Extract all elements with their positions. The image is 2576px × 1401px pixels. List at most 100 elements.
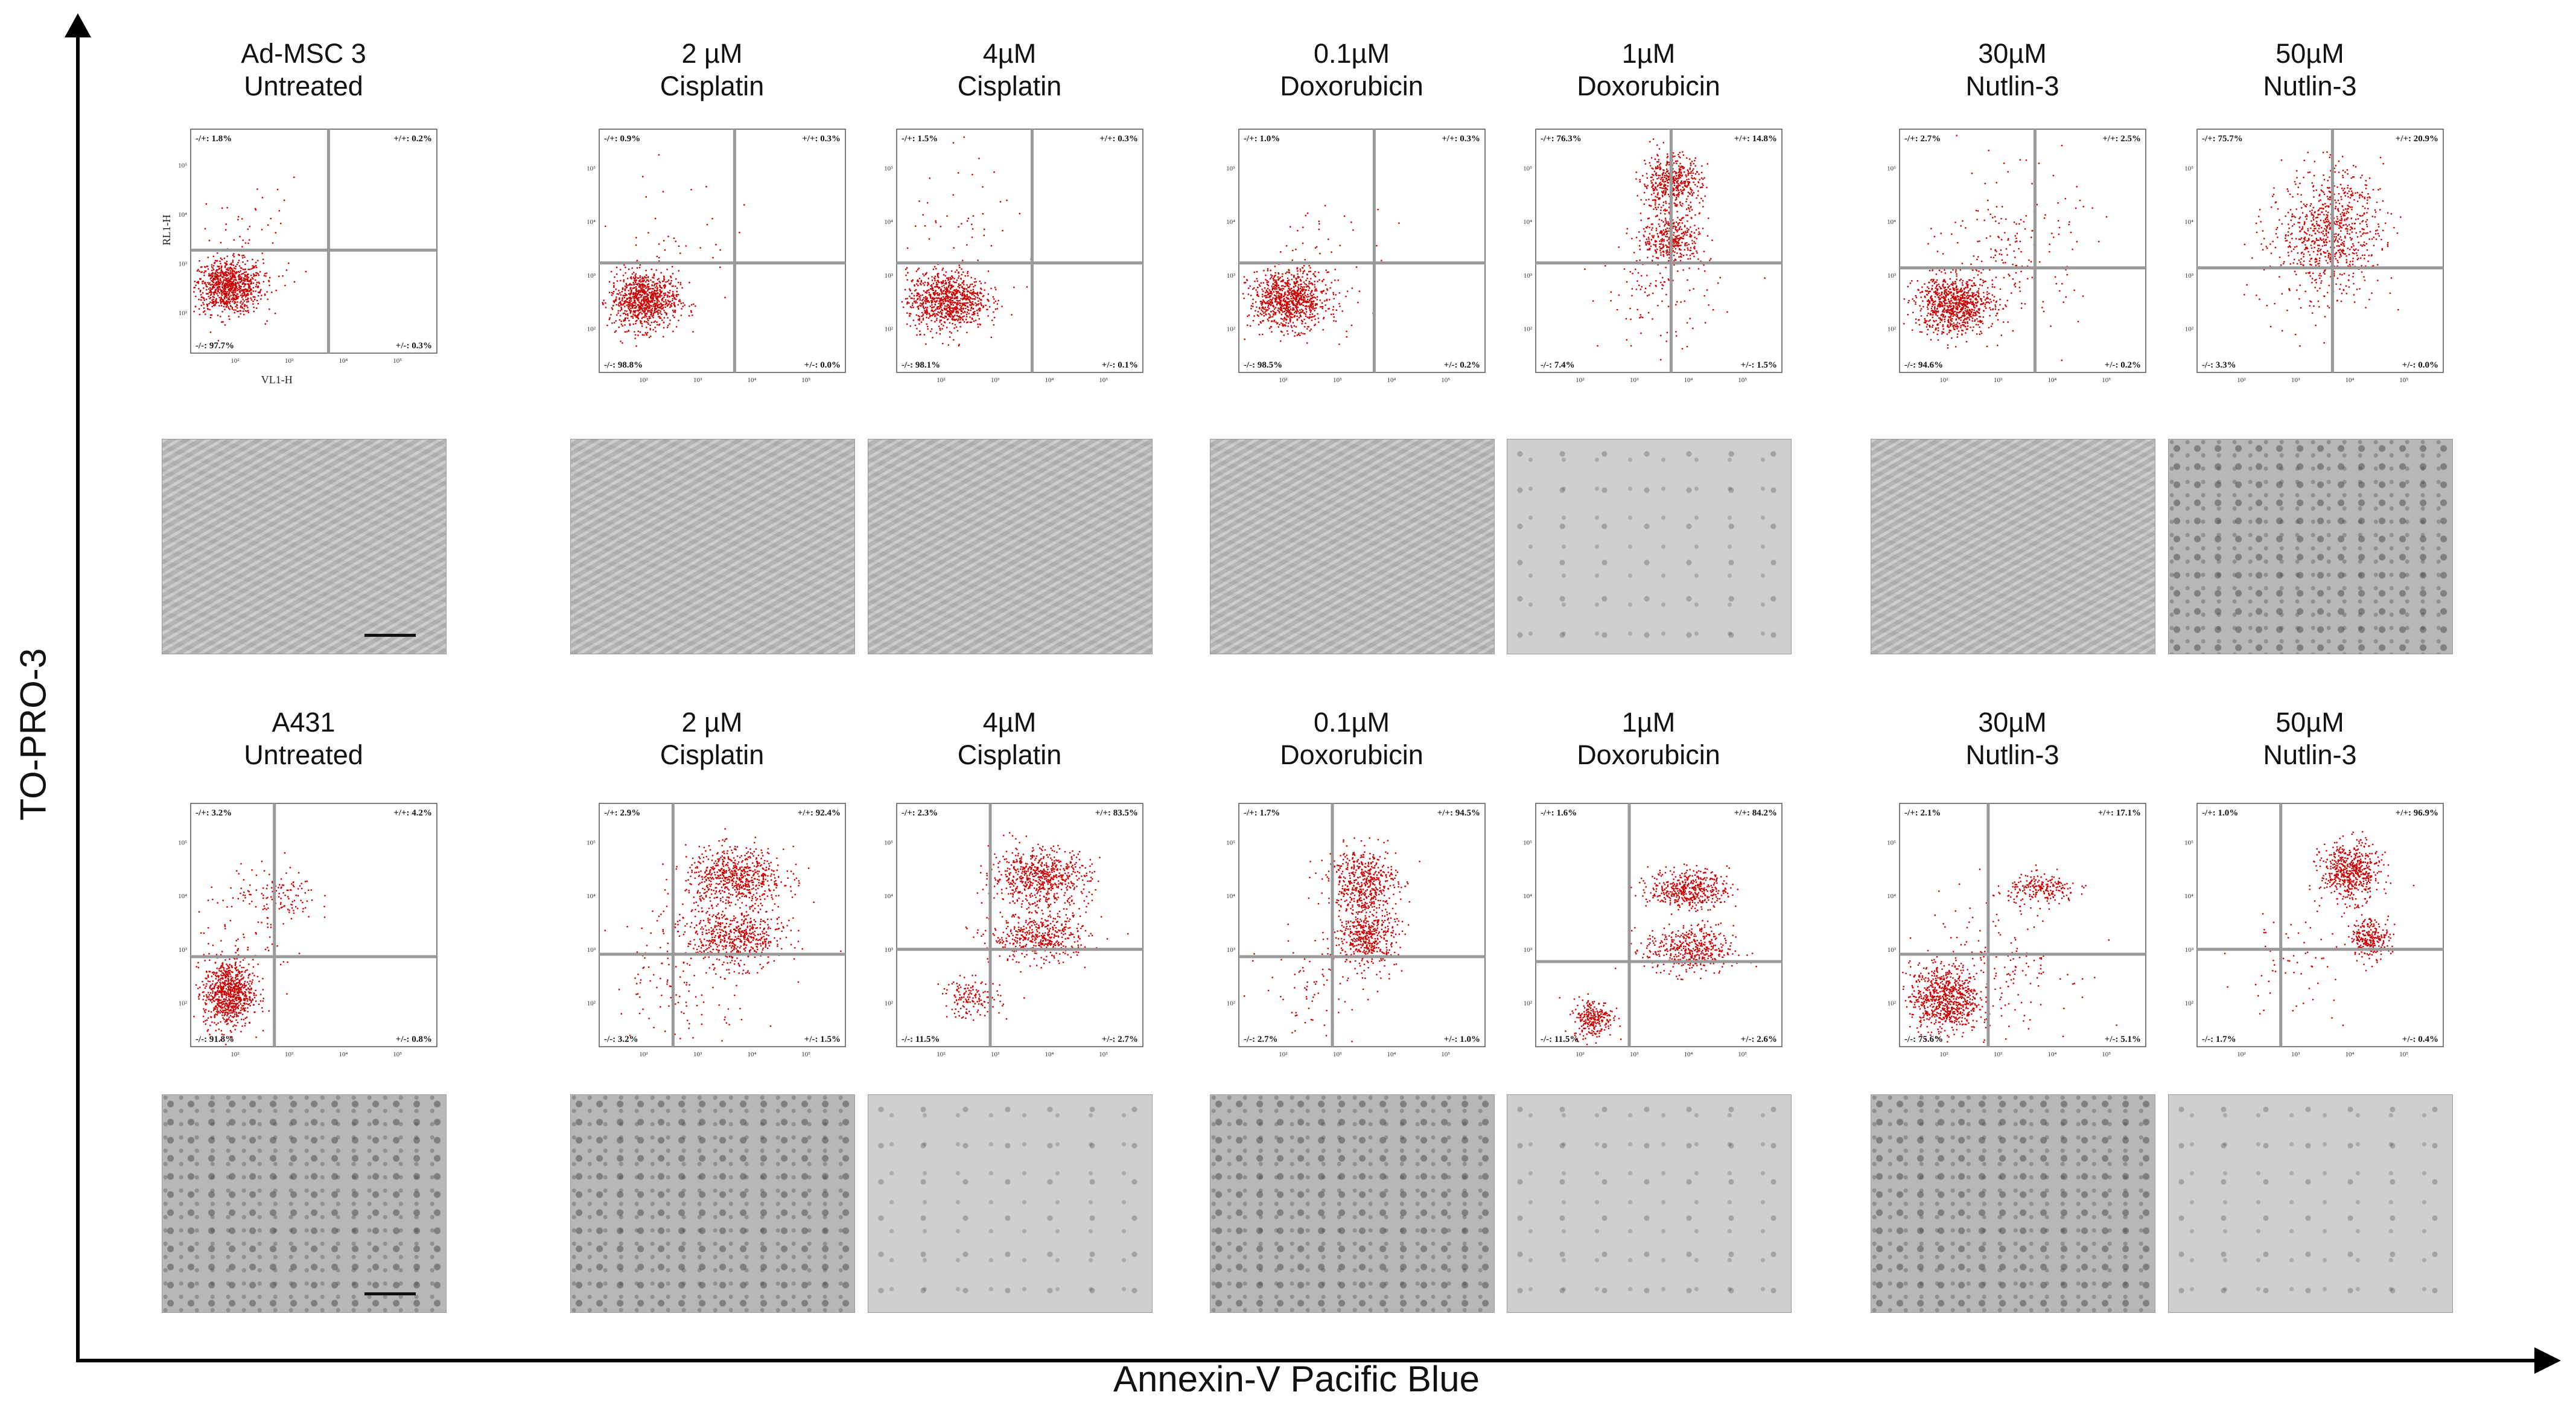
event-dot [1329,299,1331,301]
event-dot [654,285,655,287]
event-dot [926,316,927,319]
event-dot [934,321,936,323]
event-dot [1317,313,1318,315]
event-dot [646,321,647,323]
event-dot [955,318,957,321]
event-dot [1314,281,1315,282]
event-dot [965,302,967,304]
event-dot [195,284,197,286]
event-dot [650,299,652,301]
event-dot [1680,249,1682,251]
event-dot [217,269,218,271]
event-dot [230,290,232,292]
event-dot [672,285,674,287]
event-dot [1689,235,1691,237]
event-dot [1652,184,1654,186]
event-dot [1660,243,1662,245]
event-dot [217,281,220,284]
event-dot [217,289,219,290]
event-dot [234,298,235,300]
x-axis-arrowhead [2534,1347,2561,1374]
event-dot [936,284,938,286]
event-dot [1681,348,1684,349]
event-dot [1303,301,1306,303]
event-dot [933,297,935,299]
event-dot [215,273,217,275]
event-dot [954,314,956,316]
event-dot [1973,284,1976,286]
event-dot [226,304,228,306]
event-dot [1666,162,1668,164]
event-dot [968,313,970,314]
event-dot [1331,282,1332,284]
event-dot [226,283,227,285]
event-dot [1654,158,1656,160]
event-dot [628,306,630,308]
event-dot [975,281,977,282]
event-dot [642,304,644,305]
event-dot [917,269,919,270]
event-dot [1903,298,1905,300]
event-dot [658,278,660,279]
condition-title-r1-c5: 1µM Doxorubicin [1495,37,1802,103]
event-dot [622,295,624,296]
event-dot [237,282,238,284]
event-dot [647,323,649,325]
event-dot [1297,295,1299,297]
event-dot [628,308,631,311]
event-dot [953,315,955,318]
event-dot [246,290,248,292]
event-dot [193,310,195,313]
event-dot [1258,315,1259,317]
event-dot [227,298,229,301]
event-dot [232,282,234,284]
event-dot [947,318,949,320]
condition-line1: Ad-MSC 3 [241,38,366,69]
event-dot [1672,156,1674,158]
event-dot [1288,316,1290,318]
event-dot [234,288,235,290]
event-dot [1273,311,1275,313]
event-dot [940,302,941,304]
event-dot [1296,291,1299,293]
event-dot [208,283,210,285]
event-dot [641,318,643,319]
event-dot [944,279,946,282]
event-dot [1668,176,1670,177]
event-dot [633,310,635,312]
event-dot [948,292,950,294]
event-dot [247,310,249,311]
event-dot [240,278,242,279]
event-dot [984,282,986,284]
event-dot [1676,204,1678,206]
event-dot [630,316,632,318]
event-dot [927,300,929,302]
event-dot [624,293,626,295]
event-dot [214,273,216,275]
event-dot [930,310,932,312]
event-dot [1333,298,1335,300]
x-tick-label: 10⁴ [1045,377,1054,384]
event-dot [220,300,221,302]
event-dot [975,305,977,307]
event-dot [644,292,646,295]
event-dot [217,286,219,287]
event-dot [956,330,959,332]
event-dot [1252,320,1255,322]
event-dot [640,296,642,298]
event-dot [1964,308,1966,310]
event-dot [1686,228,1688,229]
event-dot [958,316,959,318]
event-dot [1652,168,1654,170]
event-dot [244,305,246,307]
event-dot [1654,204,1656,206]
event-dot [641,278,643,280]
event-dot [1678,171,1680,173]
event-dot [211,279,212,282]
event-dot [949,278,952,280]
event-dot [1314,290,1316,292]
event-dot [955,281,957,284]
event-dot [916,295,918,297]
event-dot [1656,233,1658,235]
event-dot [216,273,218,276]
